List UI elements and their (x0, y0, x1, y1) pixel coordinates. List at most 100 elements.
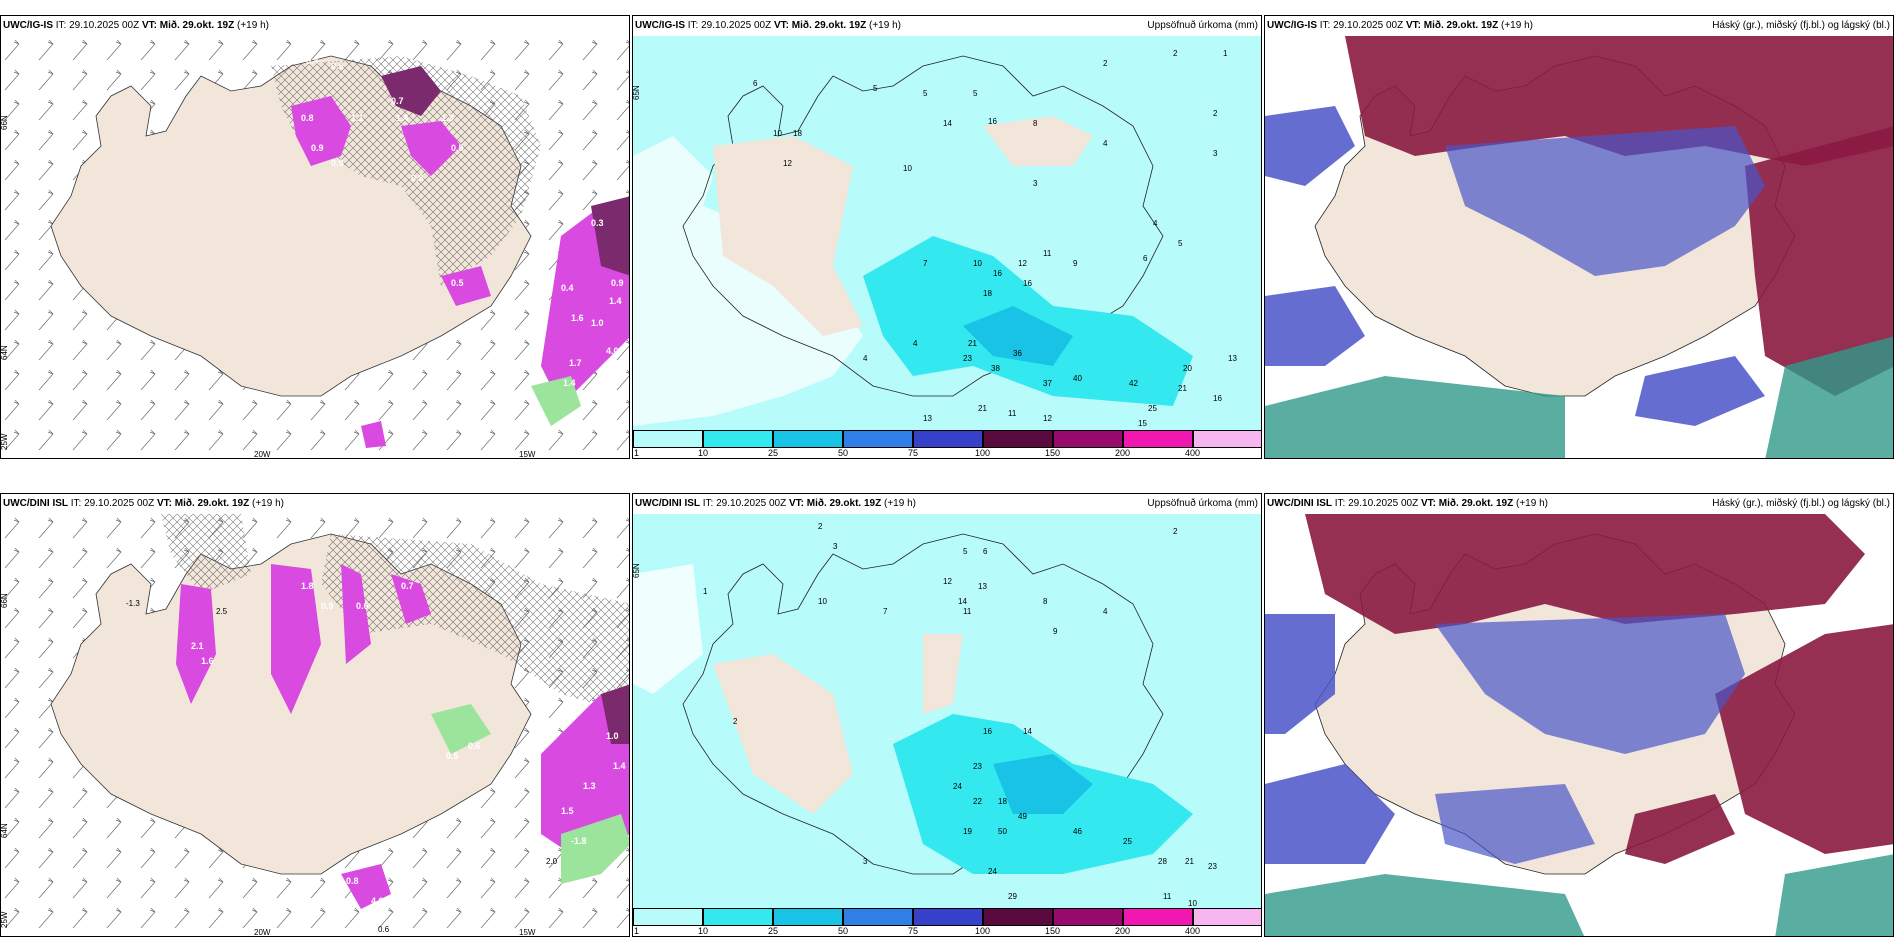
coastline (682, 55, 1164, 397)
colorbar-tick: 100 (975, 926, 991, 936)
svg-text:1.5: 1.5 (561, 806, 574, 816)
map-panel-snow-igis: UWC/IG-IS IT: 29.10.2025 00Z VT: Mið. 29… (0, 15, 630, 459)
svg-text:4.0: 4.0 (371, 896, 384, 906)
coastline (682, 533, 1164, 875)
svg-text:38: 38 (991, 364, 1000, 373)
svg-text:0.4: 0.4 (561, 283, 574, 293)
colorbar-swatch (1193, 908, 1261, 926)
svg-text:10: 10 (1188, 899, 1197, 908)
precip-colorbar: 1 10 25 50 75 100 150 200 400 (633, 428, 1261, 458)
colorbar-swatch (633, 908, 703, 926)
svg-text:2: 2 (1173, 527, 1178, 536)
svg-text:40: 40 (1073, 374, 1082, 383)
svg-text:10: 10 (903, 164, 912, 173)
svg-text:23: 23 (963, 354, 972, 363)
colorbar-tick: 200 (1115, 926, 1131, 936)
svg-text:0.5: 0.5 (451, 143, 464, 153)
svg-text:9: 9 (1053, 627, 1058, 636)
colorbar-swatch (773, 430, 843, 448)
precip-area (993, 754, 1093, 814)
svg-text:25: 25 (1123, 837, 1132, 846)
snow-area (591, 196, 629, 276)
svg-text:12: 12 (1018, 259, 1027, 268)
colorbar-tick: 10 (698, 448, 709, 458)
svg-text:11: 11 (963, 607, 972, 616)
svg-text:4: 4 (1103, 607, 1108, 616)
snow-area (341, 864, 391, 909)
svg-text:0.9: 0.9 (321, 601, 334, 611)
svg-text:0.7: 0.7 (391, 96, 404, 106)
svg-text:0.6: 0.6 (356, 601, 369, 611)
colorbar-tick: 400 (1185, 926, 1201, 936)
dry-area (713, 654, 853, 814)
mid-cloud-area (1635, 356, 1765, 426)
svg-text:1: 1 (1223, 49, 1228, 58)
svg-text:10: 10 (773, 129, 782, 138)
snow-area (401, 121, 461, 176)
svg-text:15: 15 (1138, 419, 1147, 428)
snow-area (361, 421, 386, 448)
precip-map: 2 6 5 5 5 14 16 10 18 12 10 8 9 4 3 2 7 … (633, 36, 1261, 430)
precip-map: 2 3 2 5 6 12 14 11 13 10 8 9 7 4 16 14 2… (633, 514, 1261, 908)
colorbar-tick: 50 (838, 926, 849, 936)
svg-text:12: 12 (943, 577, 952, 586)
svg-text:14: 14 (958, 597, 967, 606)
svg-text:1.4: 1.4 (396, 113, 409, 123)
colorbar-tick: 25 (768, 448, 779, 458)
svg-text:1.0: 1.0 (606, 731, 619, 741)
colorbar-tick: 400 (1185, 448, 1201, 458)
svg-text:-1.8: -1.8 (571, 836, 587, 846)
svg-text:21: 21 (968, 339, 977, 348)
svg-text:2.5: 2.5 (216, 607, 228, 616)
precip-colorbar: 1 10 25 50 75 100 150 200 400 (633, 906, 1261, 936)
high-cloud-area (1345, 36, 1893, 166)
svg-text:11: 11 (1163, 892, 1172, 901)
snow-area (291, 96, 351, 166)
snow-area (561, 814, 629, 884)
svg-text:1.0: 1.0 (591, 318, 604, 328)
dry-area (923, 634, 963, 714)
svg-text:4: 4 (863, 354, 868, 363)
svg-text:4: 4 (1153, 219, 1158, 228)
svg-text:2: 2 (733, 717, 738, 726)
snow-value-labels: 0.4 0.5 0.8 1.1 0.7 0.9 1.4 1.3 0.8 0.9 … (301, 56, 624, 388)
svg-text:0.8: 0.8 (301, 113, 314, 123)
low-cloud-area (1765, 336, 1893, 458)
svg-text:1.7: 1.7 (569, 358, 582, 368)
lat-label: 66N (1, 593, 9, 608)
svg-text:6: 6 (983, 547, 988, 556)
svg-text:2.1: 2.1 (191, 641, 204, 651)
colorbar-tick: 150 (1045, 926, 1061, 936)
svg-text:0.6: 0.6 (468, 741, 481, 751)
svg-text:0.6: 0.6 (378, 925, 390, 934)
map-panel-clouds-igis: UWC/IG-IS IT: 29.10.2025 00Z VT: Mið. 29… (1264, 15, 1894, 459)
map-panel-clouds-dini: UWC/DINI ISL IT: 29.10.2025 00Z VT: Mið.… (1264, 493, 1894, 937)
cloud-map (1265, 36, 1893, 458)
high-cloud-area (1305, 514, 1865, 634)
svg-text:7: 7 (923, 259, 928, 268)
precip-area (963, 306, 1073, 366)
svg-text:5: 5 (923, 89, 928, 98)
svg-text:4: 4 (1103, 139, 1108, 148)
colorbar-tick: 200 (1115, 448, 1131, 458)
low-cloud-area (1265, 376, 1565, 458)
svg-text:49: 49 (1018, 812, 1027, 821)
svg-text:8: 8 (1033, 119, 1038, 128)
colorbar-tick: 75 (908, 448, 919, 458)
colorbar-tick: 25 (768, 926, 779, 936)
colorbar-tick: 75 (908, 926, 919, 936)
snow-area (271, 564, 321, 714)
svg-text:1.4: 1.4 (613, 761, 626, 771)
svg-text:1.4: 1.4 (563, 378, 576, 388)
colorbar-swatch (1053, 430, 1123, 448)
svg-text:18: 18 (983, 289, 992, 298)
svg-text:0.5: 0.5 (446, 751, 459, 761)
lon-label: 15W (519, 928, 536, 937)
svg-text:3: 3 (863, 857, 868, 866)
svg-text:11: 11 (1008, 409, 1017, 418)
panel-header: UWC/IG-IS IT: 29.10.2025 00Z VT: Mið. 29… (3, 20, 269, 31)
svg-text:0.5: 0.5 (331, 61, 344, 71)
svg-text:4: 4 (913, 339, 918, 348)
snow-area (541, 694, 629, 854)
snow-area (431, 704, 491, 754)
